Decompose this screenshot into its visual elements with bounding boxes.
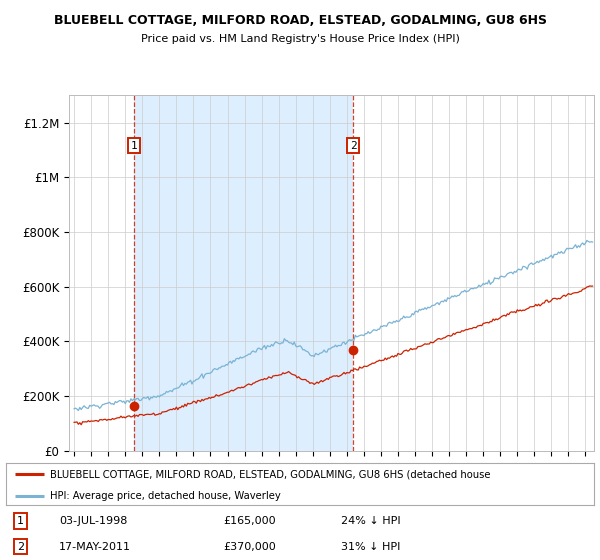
Bar bbox=[134, 95, 353, 451]
Text: 2: 2 bbox=[17, 542, 24, 552]
Text: 1: 1 bbox=[130, 141, 137, 151]
Text: 1: 1 bbox=[17, 516, 24, 526]
Text: Price paid vs. HM Land Registry's House Price Index (HPI): Price paid vs. HM Land Registry's House … bbox=[140, 34, 460, 44]
Text: BLUEBELL COTTAGE, MILFORD ROAD, ELSTEAD, GODALMING, GU8 6HS (detached house: BLUEBELL COTTAGE, MILFORD ROAD, ELSTEAD,… bbox=[50, 469, 491, 479]
Text: £165,000: £165,000 bbox=[224, 516, 276, 526]
Text: 2: 2 bbox=[350, 141, 356, 151]
Text: 31% ↓ HPI: 31% ↓ HPI bbox=[341, 542, 401, 552]
Text: HPI: Average price, detached house, Waverley: HPI: Average price, detached house, Wave… bbox=[50, 491, 281, 501]
Text: 17-MAY-2011: 17-MAY-2011 bbox=[59, 542, 131, 552]
Text: £370,000: £370,000 bbox=[224, 542, 277, 552]
Text: 24% ↓ HPI: 24% ↓ HPI bbox=[341, 516, 401, 526]
Text: 03-JUL-1998: 03-JUL-1998 bbox=[59, 516, 127, 526]
Text: BLUEBELL COTTAGE, MILFORD ROAD, ELSTEAD, GODALMING, GU8 6HS: BLUEBELL COTTAGE, MILFORD ROAD, ELSTEAD,… bbox=[53, 14, 547, 27]
